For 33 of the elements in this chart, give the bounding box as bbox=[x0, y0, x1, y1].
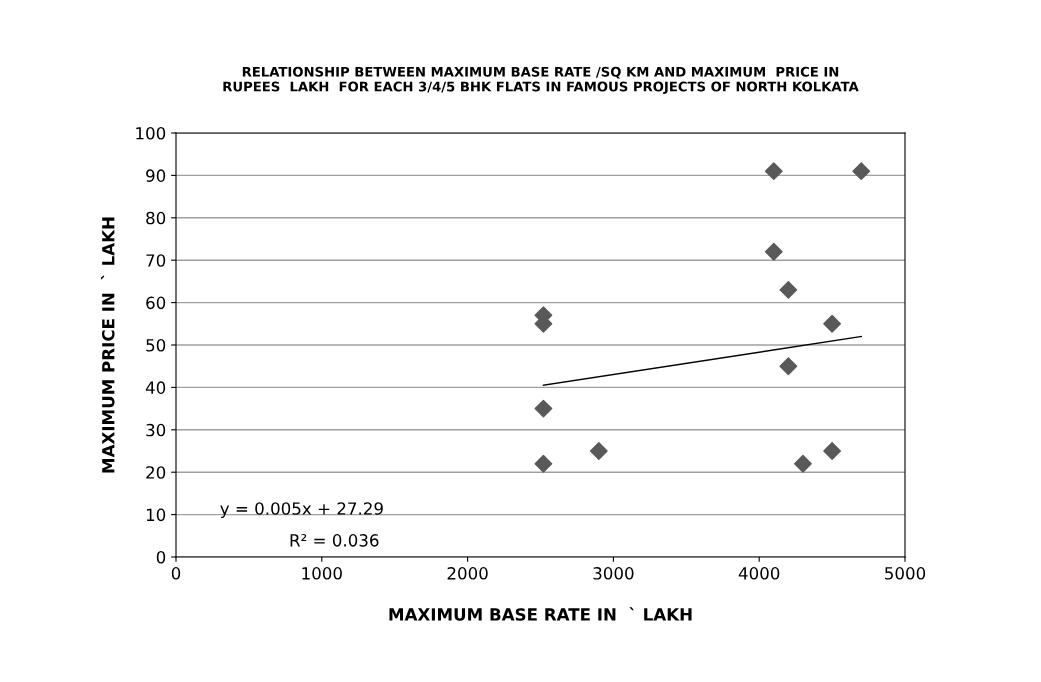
y-tick-label: 0 bbox=[156, 550, 166, 564]
y-tick-label: 20 bbox=[146, 466, 166, 479]
point bbox=[823, 314, 842, 333]
y-axis-title: MAXIMUM PRICE IN ` LAKH bbox=[101, 217, 115, 473]
point bbox=[779, 280, 798, 299]
x-tick-label: 0 bbox=[171, 567, 181, 580]
point bbox=[589, 442, 608, 460]
y-tick-label: 30 bbox=[146, 423, 166, 437]
y-tick-label: 40 bbox=[145, 381, 166, 394]
y-tick-label: 70 bbox=[146, 254, 166, 267]
point bbox=[852, 162, 871, 181]
point bbox=[823, 442, 842, 460]
y-tick-label: 90 bbox=[146, 169, 166, 182]
annotation: R² = 0.036 bbox=[290, 534, 379, 547]
x-tick-label: 5000 bbox=[885, 567, 926, 580]
point bbox=[534, 399, 553, 418]
point bbox=[779, 357, 798, 376]
y-tick-label: 10 bbox=[146, 508, 166, 522]
x-axis-title: MAXIMUM BASE RATE IN ` LAKH bbox=[389, 607, 692, 621]
y-tick-label: 50 bbox=[146, 338, 166, 352]
y-tick-label: 60 bbox=[146, 296, 166, 310]
point bbox=[764, 242, 783, 261]
point bbox=[534, 454, 553, 473]
chart-title: RELATIONSHIP BETWEEN MAXIMUM BASE RATE /SQ KM AND MAXIMUM PRICE IN RUPEES LAKH FOR EACH 3/4/5 BHK FLATS IN FAMOUS PROJECTS OF NORTH KOLKATA bbox=[223, 66, 859, 94]
point bbox=[794, 454, 812, 473]
annotation: y = 0.005x + 27.29 bbox=[220, 502, 383, 519]
x-tick-label: 1000 bbox=[302, 567, 342, 580]
x-tick-label: 4000 bbox=[738, 567, 780, 580]
x-tick-label: 2000 bbox=[447, 567, 488, 580]
point bbox=[764, 162, 783, 181]
y-tick-label: 100 bbox=[136, 126, 166, 140]
y-tick-label: 80 bbox=[146, 211, 166, 225]
x-tick-label: 3000 bbox=[593, 567, 634, 580]
